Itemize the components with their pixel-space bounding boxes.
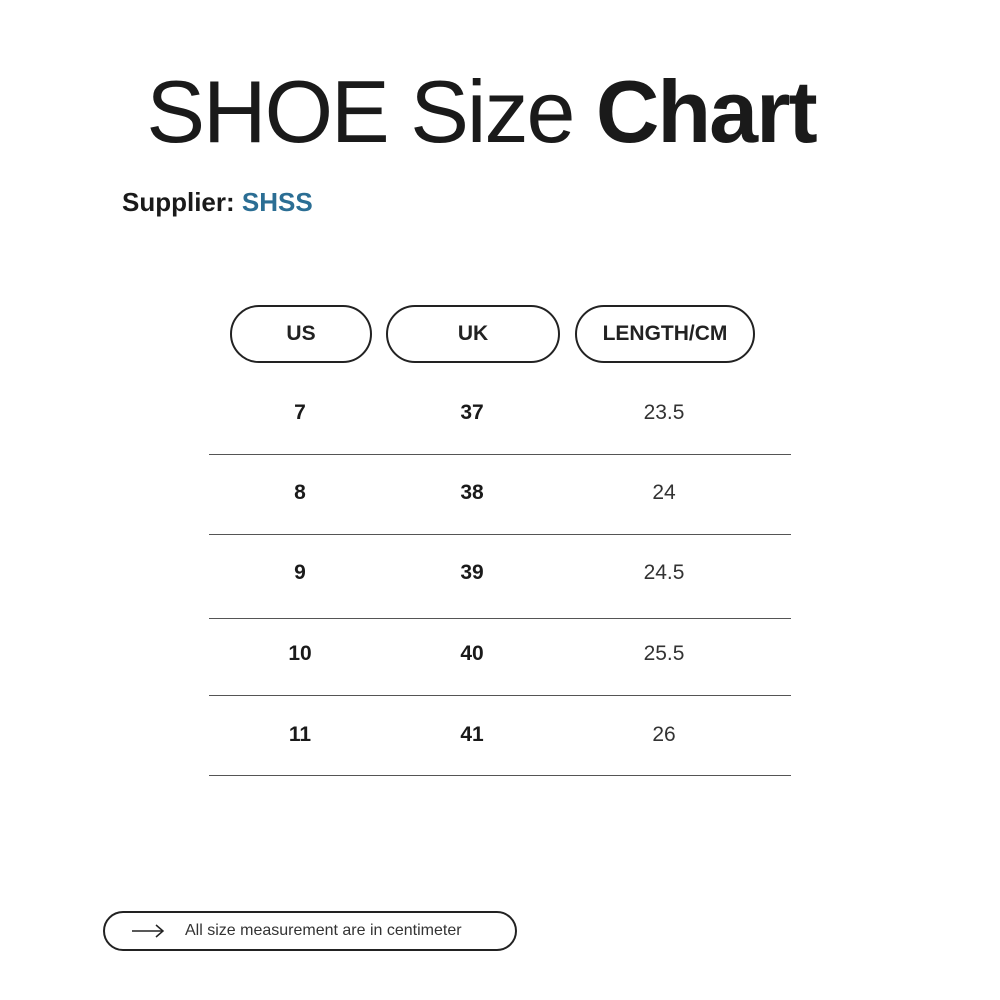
us-size: 7	[294, 401, 306, 424]
page-title: SHOE Size Chart	[0, 62, 962, 162]
us-size: 8	[294, 481, 306, 504]
header-uk: UK	[386, 305, 560, 363]
length-cm: 26	[652, 723, 676, 746]
footer-note: All size measurement are in centimeter	[103, 911, 517, 951]
title-bold: Chart	[595, 62, 818, 161]
row-divider	[209, 775, 791, 776]
us-size: 9	[294, 561, 306, 584]
uk-size: 37	[460, 401, 484, 424]
row-divider	[209, 534, 791, 535]
header-length: LENGTH/CM	[575, 305, 755, 363]
title-light: SHOE Size	[146, 62, 596, 161]
uk-size: 39	[460, 561, 484, 584]
supplier-value: SHSS	[241, 187, 313, 217]
us-size: 10	[288, 642, 312, 665]
length-cm: 24	[652, 481, 676, 504]
header-us: US	[230, 305, 372, 363]
length-cm: 24.5	[643, 561, 685, 584]
arrow-right-icon	[132, 924, 165, 938]
uk-size: 41	[460, 723, 484, 746]
supplier-label: Supplier:	[122, 187, 242, 217]
length-cm: 25.5	[643, 642, 685, 665]
uk-size: 40	[460, 642, 484, 665]
footer-text: All size measurement are in centimeter	[185, 922, 462, 939]
uk-size: 38	[460, 481, 484, 504]
row-divider	[209, 618, 791, 619]
row-divider	[209, 454, 791, 455]
row-divider	[209, 695, 791, 696]
length-cm: 23.5	[643, 401, 685, 424]
supplier: Supplier: SHSS	[122, 187, 313, 218]
us-size: 11	[288, 723, 312, 746]
